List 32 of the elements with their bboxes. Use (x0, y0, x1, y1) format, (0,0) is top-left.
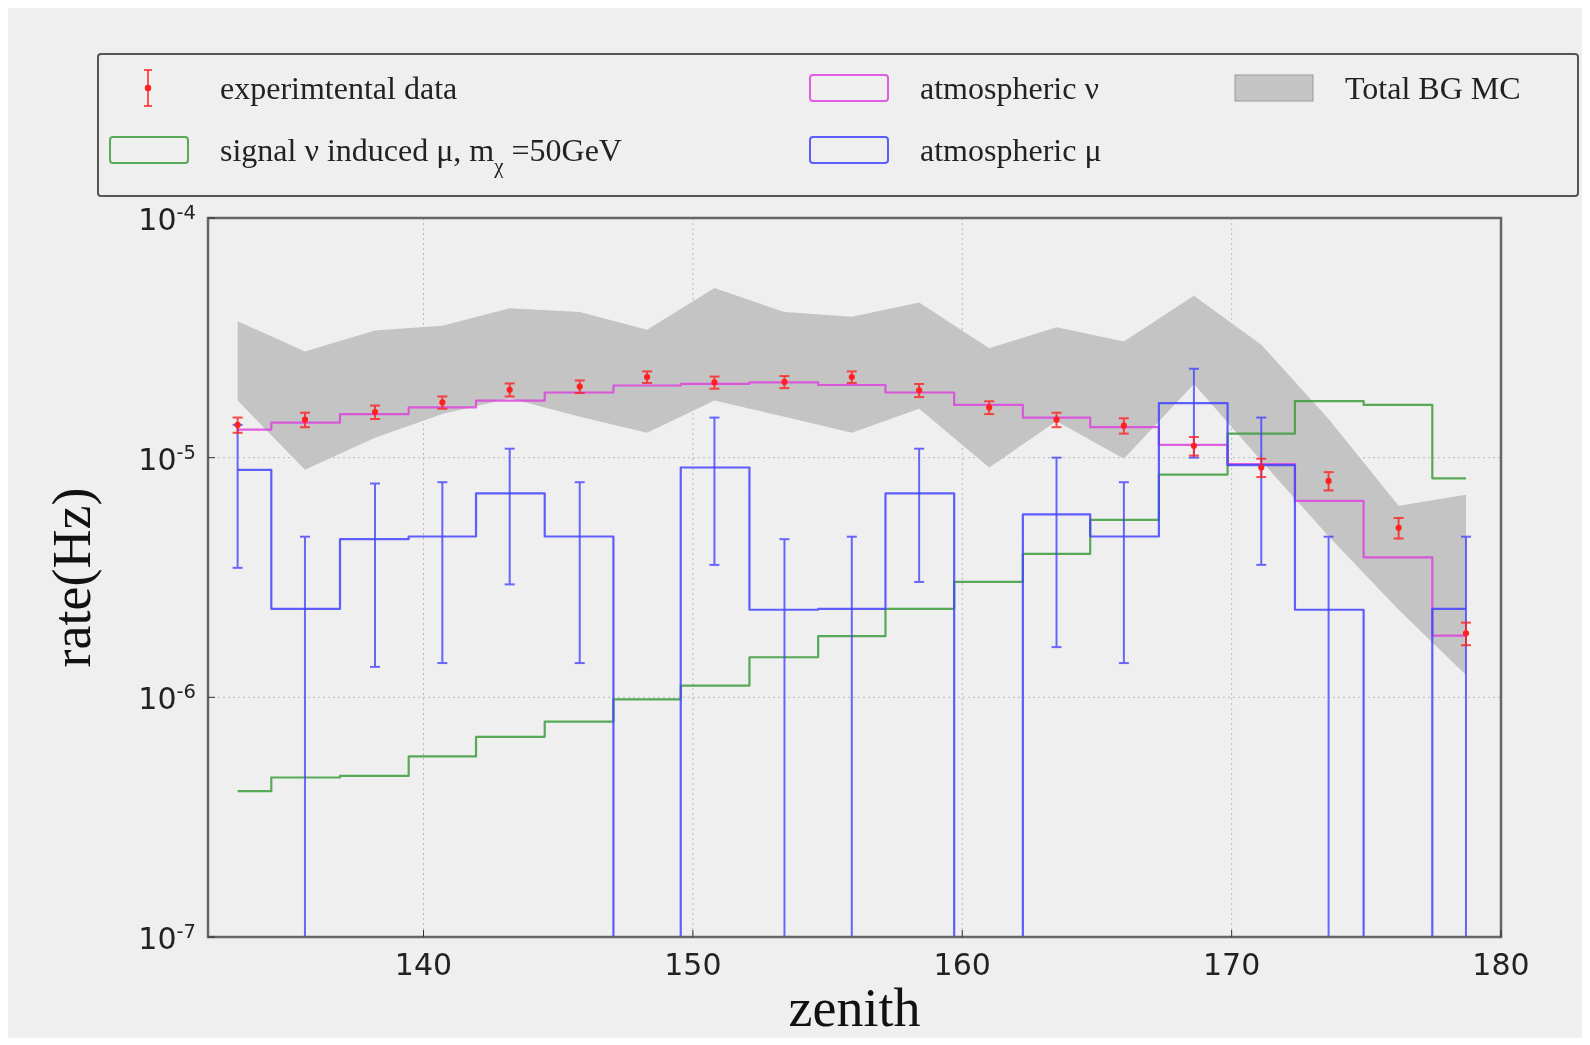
x-tick-label: 140 (394, 947, 453, 982)
point (1462, 630, 1470, 637)
y-tick-label: 10$^{-6}$ (138, 679, 196, 717)
y-tick-label: 10$^{-7}$ (138, 919, 196, 956)
x-tick-label: 170 (1202, 947, 1261, 982)
point (1258, 464, 1265, 471)
point (1053, 416, 1060, 423)
point (986, 404, 993, 411)
point (576, 383, 583, 390)
point (711, 379, 718, 386)
legend-label: atmospheric ν (920, 70, 1099, 106)
point (301, 416, 309, 423)
point (916, 387, 923, 394)
legend-label: atmospheric μ (920, 132, 1102, 168)
point (1395, 524, 1402, 531)
y-tick-label: 10$^{-4}$ (138, 200, 196, 237)
x-tick-label: 180 (1472, 947, 1530, 982)
point (1325, 477, 1332, 484)
point (1190, 442, 1197, 449)
x-axis-title: zenith (788, 978, 921, 1038)
x-tick-label: 150 (664, 947, 722, 982)
x-tick-label: 160 (933, 947, 991, 982)
y-axis-title: rate(Hz) (42, 487, 102, 668)
legend-label: Total BG MC (1345, 70, 1521, 106)
point (781, 378, 788, 386)
legend-label: experimtental data (220, 70, 458, 106)
point (1120, 422, 1127, 429)
point (371, 408, 379, 416)
point (506, 386, 513, 393)
point (439, 399, 446, 406)
y-tick-label: 10$^{-5}$ (138, 440, 196, 477)
legend-label: signal ν induced μ, m$_{χ}$ =50GeV (220, 132, 622, 178)
